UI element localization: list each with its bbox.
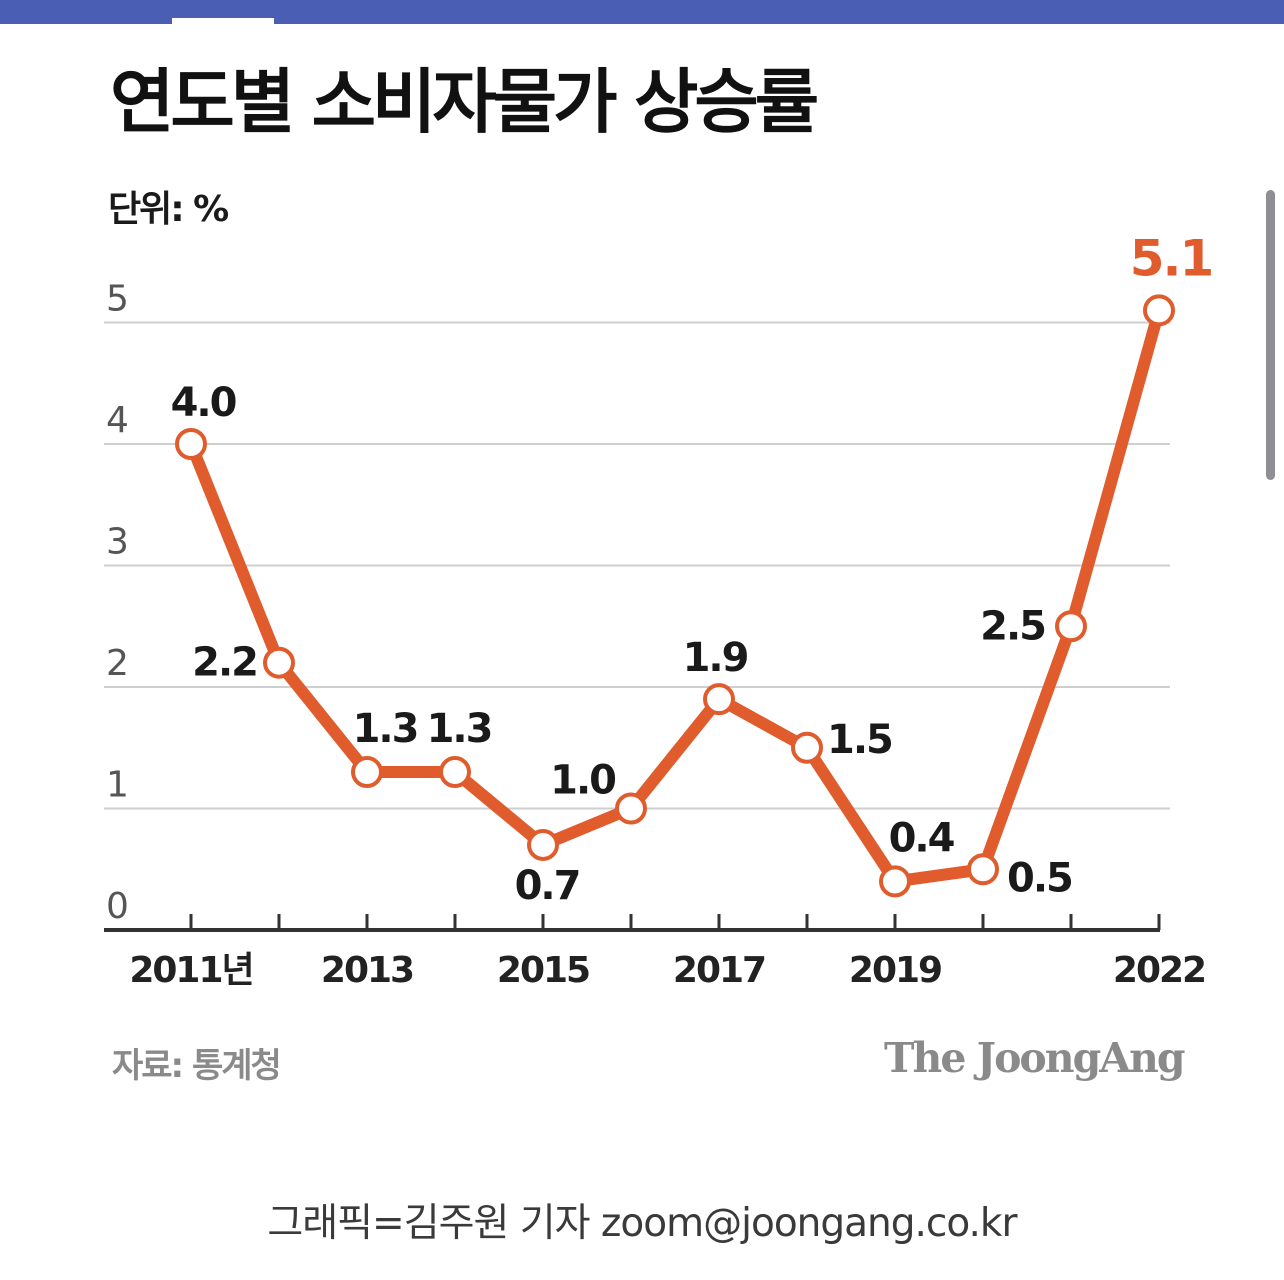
data-label: 1.3	[353, 706, 418, 752]
graphic-credit: 그래픽=김주원 기자 zoom@joongang.co.kr	[267, 1201, 1017, 1246]
data-point	[967, 853, 999, 886]
source-note: 자료: 통계청	[112, 1046, 282, 1086]
y-tick-label: 5	[106, 279, 129, 320]
y-tick-label: 0	[106, 886, 129, 927]
data-label: 1.3	[427, 706, 492, 752]
x-tick-label: 2015	[497, 950, 589, 991]
y-tick-label: 2	[106, 643, 129, 684]
data-point	[615, 792, 647, 825]
chart-title: 연도별 소비자물가 상승률	[110, 61, 819, 143]
data-label: 2.5	[980, 603, 1045, 649]
x-tick-label: 2019	[849, 950, 941, 991]
x-tick-label: 2017	[673, 950, 765, 991]
x-tick-label: 2022	[1113, 950, 1205, 991]
data-label: 0.5	[1007, 855, 1072, 901]
scrollbar[interactable]	[1266, 190, 1275, 480]
data-label: 0.4	[889, 815, 954, 861]
data-point	[879, 865, 911, 898]
y-tick-label: 1	[106, 765, 129, 806]
x-axis	[104, 914, 1161, 932]
data-point	[791, 731, 823, 764]
data-label: 4.0	[171, 380, 236, 426]
data-point	[439, 756, 471, 789]
data-point	[351, 756, 383, 789]
chart-unit-label: 단위: %	[108, 189, 229, 230]
data-point	[527, 828, 559, 861]
y-tick-labels: 0 1 2 3 4 5	[106, 279, 129, 928]
active-tab-indicator	[172, 18, 274, 24]
y-tick-label: 4	[106, 400, 129, 441]
series-line-path	[185, 304, 1165, 888]
series-line	[185, 304, 1165, 888]
data-point	[1055, 610, 1087, 643]
x-tick-labels: 2011년 2013 2015 2017 2019 2022	[129, 950, 1207, 991]
data-labels: 4.0 2.2 1.3 1.3 0.7 1.0 1.9 1.5 0.4 0.5 2.5 5.1	[171, 229, 1215, 909]
publisher-logo: The JoongAng	[884, 1034, 1186, 1082]
data-points	[175, 294, 1175, 898]
x-tick-label: 2013	[321, 950, 413, 991]
grid-lines	[104, 321, 1170, 810]
data-label: 2.2	[192, 640, 257, 686]
data-label: 1.5	[827, 717, 892, 763]
y-tick-label: 3	[106, 522, 129, 563]
line-chart: 0 1 2 3 4 5 2011년 2013 2015 2017 2019 2022 4.0 2.2 1…	[104, 229, 1215, 991]
data-label: 5.1	[1130, 229, 1213, 287]
x-tick-label: 2011년	[129, 950, 252, 991]
data-label: 1.0	[550, 758, 615, 804]
data-point	[175, 428, 207, 460]
data-label: 1.9	[683, 635, 748, 681]
data-label: 0.7	[515, 863, 580, 909]
data-point	[263, 646, 295, 679]
data-point	[703, 683, 735, 716]
data-point	[1143, 294, 1175, 327]
